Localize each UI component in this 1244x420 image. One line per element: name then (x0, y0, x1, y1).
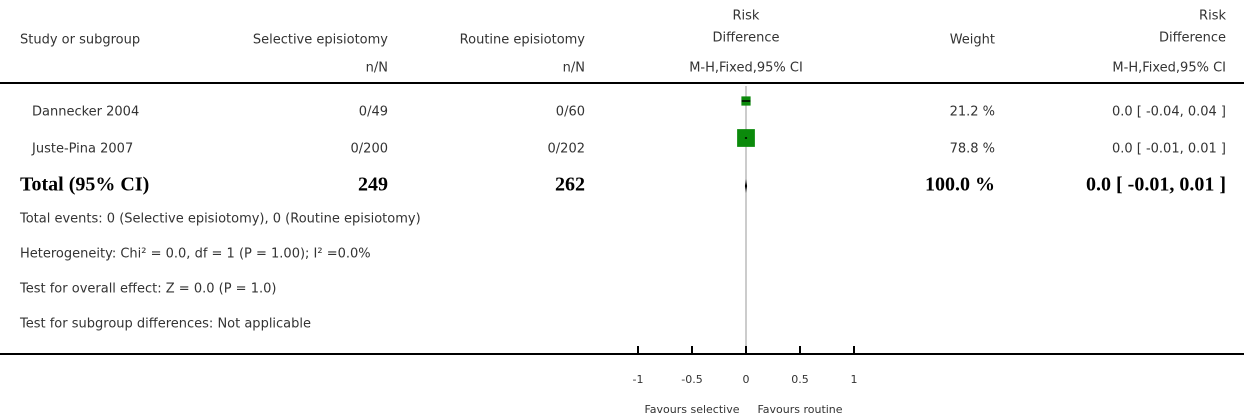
x-tick-label: -1 (633, 373, 644, 386)
total-result: 0.0 [ -0.01, 0.01 ] (1086, 174, 1226, 196)
total-diamond (744, 179, 748, 193)
x-tick-label: 1 (851, 373, 858, 386)
x-tick-label: -0.5 (681, 373, 702, 386)
subheader: M-H,Fixed,95% CI (689, 61, 803, 76)
study-name: Juste-Pina 2007 (31, 142, 133, 157)
note: Test for overall effect: Z = 0.0 (P = 1.… (19, 282, 276, 297)
subheader: M-H,Fixed,95% CI (1112, 61, 1226, 76)
header: Study or subgroup (20, 33, 140, 48)
header: Weight (950, 33, 995, 48)
group1: 0/200 (351, 142, 388, 157)
total-group2: 262 (555, 174, 585, 196)
note: Test for subgroup differences: Not appli… (19, 317, 311, 332)
note: Total events: 0 (Selective episiotomy), … (19, 212, 421, 227)
header: Selective episiotomy (253, 33, 388, 48)
header: Risk (733, 9, 760, 24)
result: 0.0 [ -0.01, 0.01 ] (1112, 142, 1226, 157)
study-name: Dannecker 2004 (32, 105, 139, 120)
x-tick-label: 0 (743, 373, 750, 386)
note: Heterogeneity: Chi² = 0.0, df = 1 (P = 1… (20, 247, 371, 262)
group2: 0/202 (548, 142, 585, 157)
subheader: n/N (366, 61, 388, 76)
weight: 21.2 % (950, 105, 995, 120)
group1: 0/49 (359, 105, 388, 120)
header: Routine episiotomy (460, 33, 586, 48)
result: 0.0 [ -0.04, 0.04 ] (1112, 105, 1226, 120)
x-tick-label: 0.5 (791, 373, 809, 386)
total-label: Total (95% CI) (20, 174, 149, 196)
weight: 78.8 % (950, 142, 995, 157)
header: Difference (1159, 31, 1226, 46)
header: Risk (1199, 9, 1226, 24)
group2: 0/60 (556, 105, 585, 120)
total-weight: 100.0 % (925, 174, 995, 196)
favours-left: Favours selective (644, 403, 739, 416)
subheader: n/N (563, 61, 585, 76)
total-group1: 249 (358, 174, 388, 196)
favours-right: Favours routine (757, 403, 842, 416)
header: Difference (712, 31, 779, 46)
